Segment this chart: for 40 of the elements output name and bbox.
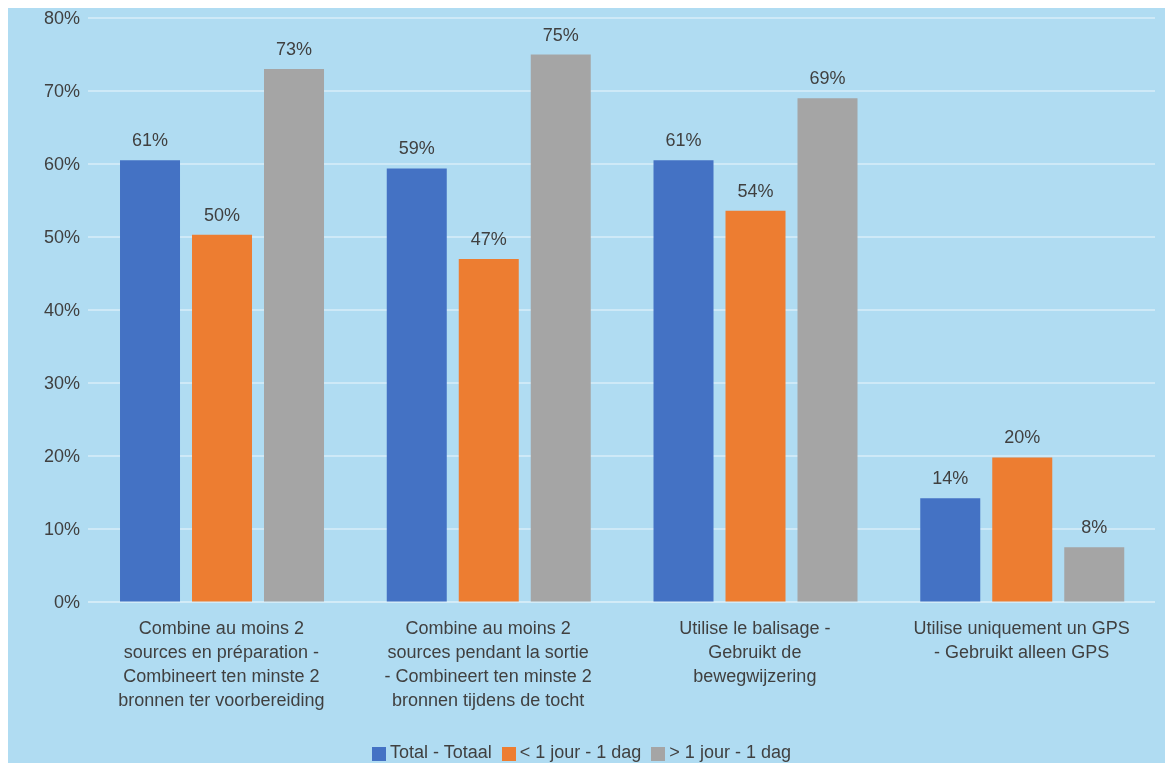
data-label: 54% xyxy=(737,180,774,201)
y-tick-label: 50% xyxy=(43,227,80,248)
x-tick-label: Utilise le balisage - Gebruikt de bewegwijzering xyxy=(679,618,831,686)
y-tick-label: 40% xyxy=(43,300,80,321)
bar xyxy=(386,168,447,602)
data-label: 69% xyxy=(809,68,846,89)
data-label: 14% xyxy=(932,468,969,489)
bar xyxy=(653,160,714,602)
x-tick-label: Utilise uniquement un GPS - Gebruikt alleen GPS xyxy=(913,618,1130,662)
y-tick-label: 60% xyxy=(43,154,80,175)
bar xyxy=(920,498,981,602)
data-label: 50% xyxy=(203,204,241,225)
y-tick-label: 80% xyxy=(43,8,80,29)
bar xyxy=(992,457,1053,602)
bar xyxy=(797,98,858,602)
bar xyxy=(264,69,325,602)
bar xyxy=(725,210,786,602)
y-tick-label: 10% xyxy=(43,519,80,540)
y-tick-label: 0% xyxy=(53,592,80,613)
bar xyxy=(120,160,181,602)
x-tick-label: Combine au moins 2 sources pendant la sortie - Combineert ten minste 2 bronnen tijdens de tocht xyxy=(384,618,592,710)
y-tick-label: 20% xyxy=(43,446,80,467)
data-label: 20% xyxy=(1004,427,1041,448)
data-label: 61% xyxy=(131,130,169,151)
bar xyxy=(458,258,519,602)
y-tick-label: 70% xyxy=(43,81,80,102)
bar xyxy=(530,54,591,602)
data-label: 75% xyxy=(542,24,579,45)
bar xyxy=(1064,547,1125,602)
y-tick-label: 30% xyxy=(43,373,80,394)
data-label: 61% xyxy=(665,130,702,151)
data-label: 8% xyxy=(1081,517,1108,538)
legend-label: < 1 jour - 1 dag xyxy=(519,742,642,762)
x-tick-label: Combine au moins 2 sources en préparation - Combineert ten minste 2 bronnen ter voorbereiding xyxy=(118,618,325,710)
legend-label: > 1 jour - 1 dag xyxy=(669,742,791,762)
bar xyxy=(192,234,253,602)
legend-label: Total - Totaal xyxy=(390,742,492,762)
data-label: 59% xyxy=(398,138,435,159)
data-label: 73% xyxy=(275,39,313,60)
data-label: 47% xyxy=(470,228,507,249)
